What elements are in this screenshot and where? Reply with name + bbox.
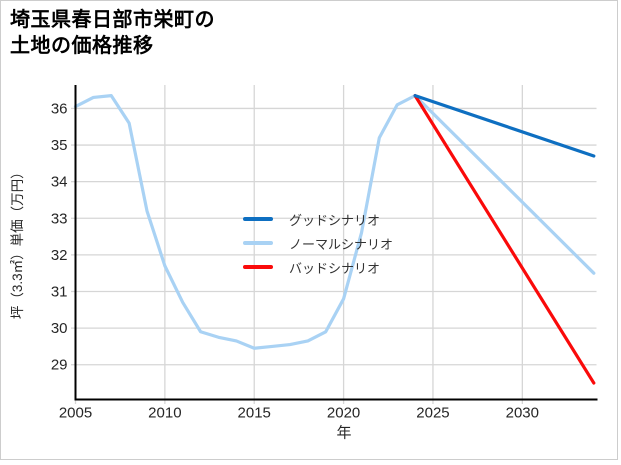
good-scenario-legend-swatch [243, 217, 273, 221]
chart-title: 埼玉県春日部市栄町の 土地の価格推移 [10, 7, 215, 59]
y-tick-label: 35 [51, 137, 68, 154]
x-tick-label: 2020 [327, 405, 360, 422]
good-scenario-legend-label: グッドシナリオ [289, 212, 381, 228]
good-scenario-line [413, 94, 596, 158]
x-tick-label: 2005 [59, 405, 92, 422]
y-tick-label: 34 [51, 174, 68, 191]
x-axis-label: 年 [336, 425, 351, 442]
normal-scenario-line [73, 94, 596, 350]
legend-item-normal-scenario: ノーマルシナリオ [243, 231, 393, 255]
bad-scenario-legend-label: バッドシナリオ [289, 260, 381, 276]
chart-title-line1: 埼玉県春日部市栄町の [10, 9, 215, 31]
chart-title-line2: 土地の価格推移 [10, 35, 154, 57]
x-tick-label: 2030 [506, 405, 539, 422]
y-axis-label: 坪（3.3㎡）単価（万円） [10, 165, 25, 319]
bad-scenario-line [413, 94, 596, 385]
y-tick-label: 31 [51, 283, 68, 300]
legend: グッドシナリオ ノーマルシナリオ バッドシナリオ [243, 207, 393, 279]
y-tick-label: 32 [51, 247, 68, 264]
y-tick-label: 36 [51, 100, 68, 117]
legend-item-bad-scenario: バッドシナリオ [243, 255, 393, 279]
bad-scenario-legend-swatch [243, 265, 273, 269]
x-tick-label: 2010 [148, 405, 181, 422]
y-tick-label: 30 [51, 320, 68, 337]
x-tick-label: 2015 [238, 405, 271, 422]
normal-scenario-legend-swatch [243, 241, 273, 245]
y-tick-label: 33 [51, 210, 68, 227]
legend-item-good-scenario: グッドシナリオ [243, 207, 393, 231]
x-tick-label: 2025 [416, 405, 449, 422]
y-tick-label: 29 [51, 357, 68, 374]
normal-scenario-legend-label: ノーマルシナリオ [289, 236, 394, 252]
